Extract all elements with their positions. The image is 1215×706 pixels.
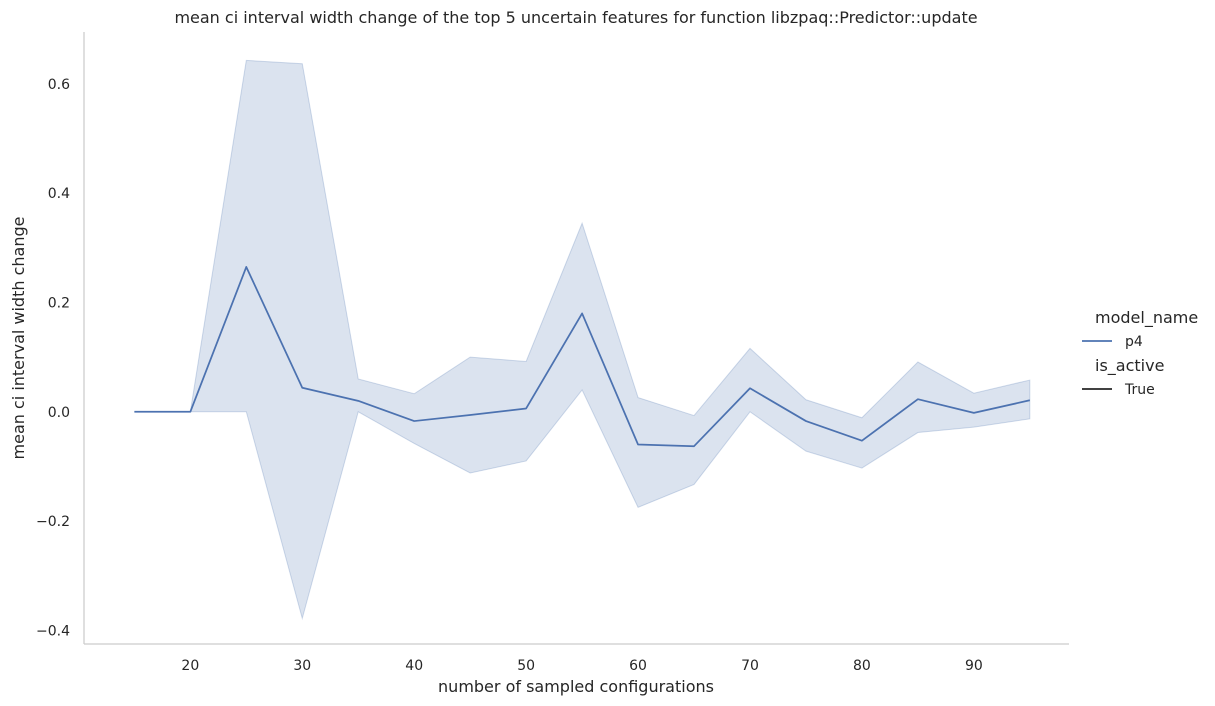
legend-style-title: is_active — [1095, 356, 1164, 376]
x-tick-label: 70 — [741, 658, 759, 674]
x-tick-label: 60 — [629, 658, 647, 674]
y-tick-label: −0.4 — [36, 623, 70, 639]
legend-label-true: True — [1124, 382, 1155, 398]
y-tick-label: 0.2 — [48, 295, 70, 311]
y-tick-label: 0.4 — [48, 186, 70, 202]
x-tick-label: 20 — [181, 658, 199, 674]
series-line-p4 — [134, 266, 1031, 448]
x-axis-label: number of sampled configurations — [438, 677, 714, 696]
y-tick-label: −0.2 — [36, 514, 70, 530]
legend-hue-title: model_name — [1095, 308, 1198, 328]
y-tick-label: 0.0 — [48, 405, 70, 421]
x-tick-label: 50 — [517, 658, 535, 674]
plot-area — [134, 59, 1031, 621]
x-tick-label: 30 — [293, 658, 311, 674]
legend: model_name p4 is_active True — [1082, 308, 1198, 398]
y-axis-label: mean ci interval width change — [9, 217, 28, 460]
legend-label-p4: p4 — [1125, 334, 1143, 350]
x-tick-label: 40 — [405, 658, 423, 674]
y-tick-labels: −0.4 −0.2 0.0 0.2 0.4 0.6 — [36, 77, 70, 639]
chart-title: mean ci interval width change of the top… — [174, 8, 977, 27]
x-tick-label: 90 — [965, 658, 983, 674]
confidence-band-p4 — [134, 59, 1031, 621]
y-tick-label: 0.6 — [48, 77, 70, 93]
x-tick-labels: 20 30 40 50 60 70 80 90 — [181, 658, 982, 674]
x-tick-label: 80 — [853, 658, 871, 674]
